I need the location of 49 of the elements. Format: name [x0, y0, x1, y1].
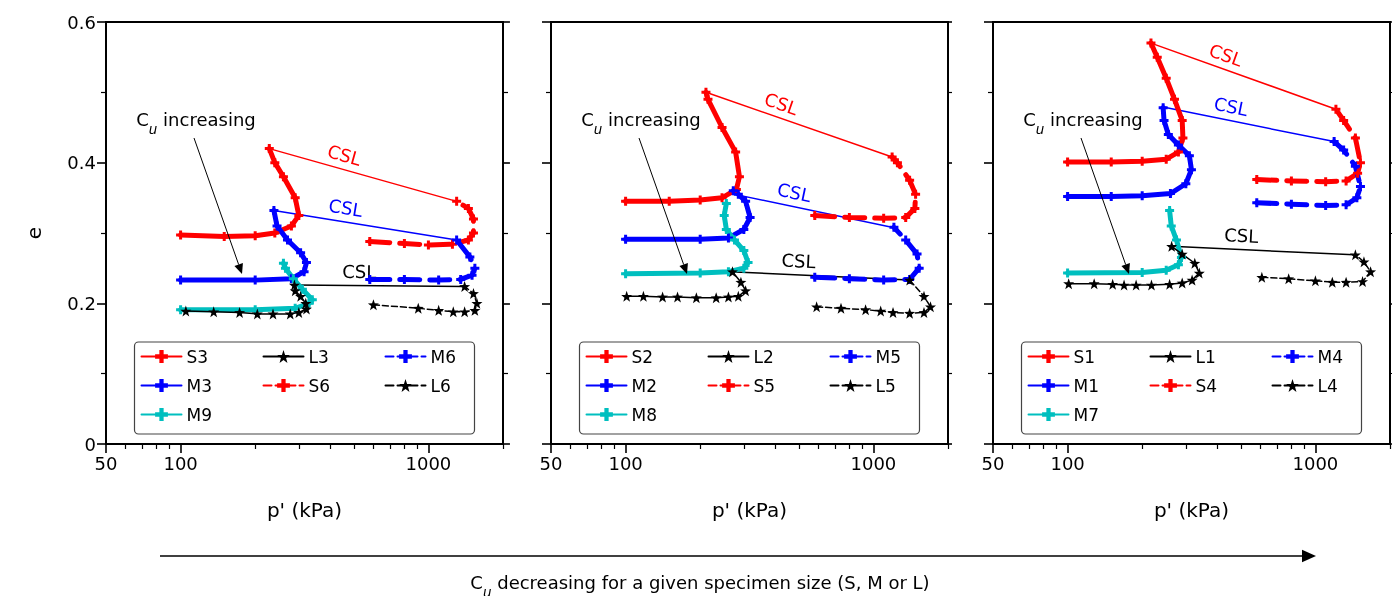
legend-label: M1: [1073, 375, 1099, 396]
annotation: C$_{u}$ increasing: [1023, 109, 1143, 137]
legend-label: L6: [430, 375, 451, 396]
legend-label: L2: [753, 346, 774, 367]
y-tick-label: 0.4: [67, 152, 96, 174]
x-tick-label: 1000: [1292, 452, 1339, 474]
x-axis-title: p' (kPa): [711, 498, 788, 522]
text: CSL: [1206, 39, 1246, 71]
x-tick-label: 1000: [850, 452, 897, 474]
legend-label: M3: [186, 375, 212, 396]
text: CSL: [325, 140, 364, 170]
x-tick-label: 50: [981, 452, 1005, 474]
legend-label: S5: [753, 375, 776, 396]
legend-label: L1: [1195, 346, 1216, 367]
text: CSL: [761, 88, 801, 120]
legend-label: L4: [1317, 375, 1338, 396]
x-tick-label: 50: [94, 452, 118, 474]
legend-label: S2: [631, 346, 654, 367]
x-tick-label: 50: [539, 452, 563, 474]
annotation: C$_{u}$ increasing: [136, 109, 256, 137]
x-tick-label: 100: [163, 452, 198, 474]
legend-label: M2: [631, 375, 657, 396]
legend-label: S6: [308, 375, 331, 396]
x-tick-label: 100: [1050, 452, 1085, 474]
text: CSL: [775, 178, 814, 207]
legend-label: S4: [1195, 375, 1218, 396]
legend-label: S3: [186, 346, 209, 367]
legend-label: M4: [1317, 346, 1343, 367]
annotation: C$_{u}$ increasing: [581, 109, 701, 137]
x-axis-title: p' (kPa): [1153, 498, 1230, 522]
series-label: CSL: [1223, 224, 1259, 247]
legend-label: M8: [631, 404, 657, 425]
legend-label: M7: [1073, 404, 1099, 425]
legend-label: L3: [308, 346, 329, 367]
legend-label: M5: [875, 346, 901, 367]
y-tick-label: 0.2: [67, 292, 96, 314]
x-tick-label: 1000: [405, 452, 452, 474]
x-tick-label: 100: [608, 452, 643, 474]
legend-label: M6: [430, 346, 456, 367]
y-axis-title: e: [22, 226, 46, 240]
legend-label: L5: [875, 375, 896, 396]
series-label: CSL: [781, 249, 817, 273]
y-tick-label: 0: [84, 433, 96, 455]
legend-label: M9: [186, 404, 212, 425]
text: CSL: [1212, 92, 1250, 121]
legend-label: S1: [1073, 346, 1096, 367]
x-axis-title: p' (kPa): [266, 498, 343, 522]
y-tick-label: 0.6: [67, 11, 96, 33]
text: CSL: [327, 194, 365, 221]
